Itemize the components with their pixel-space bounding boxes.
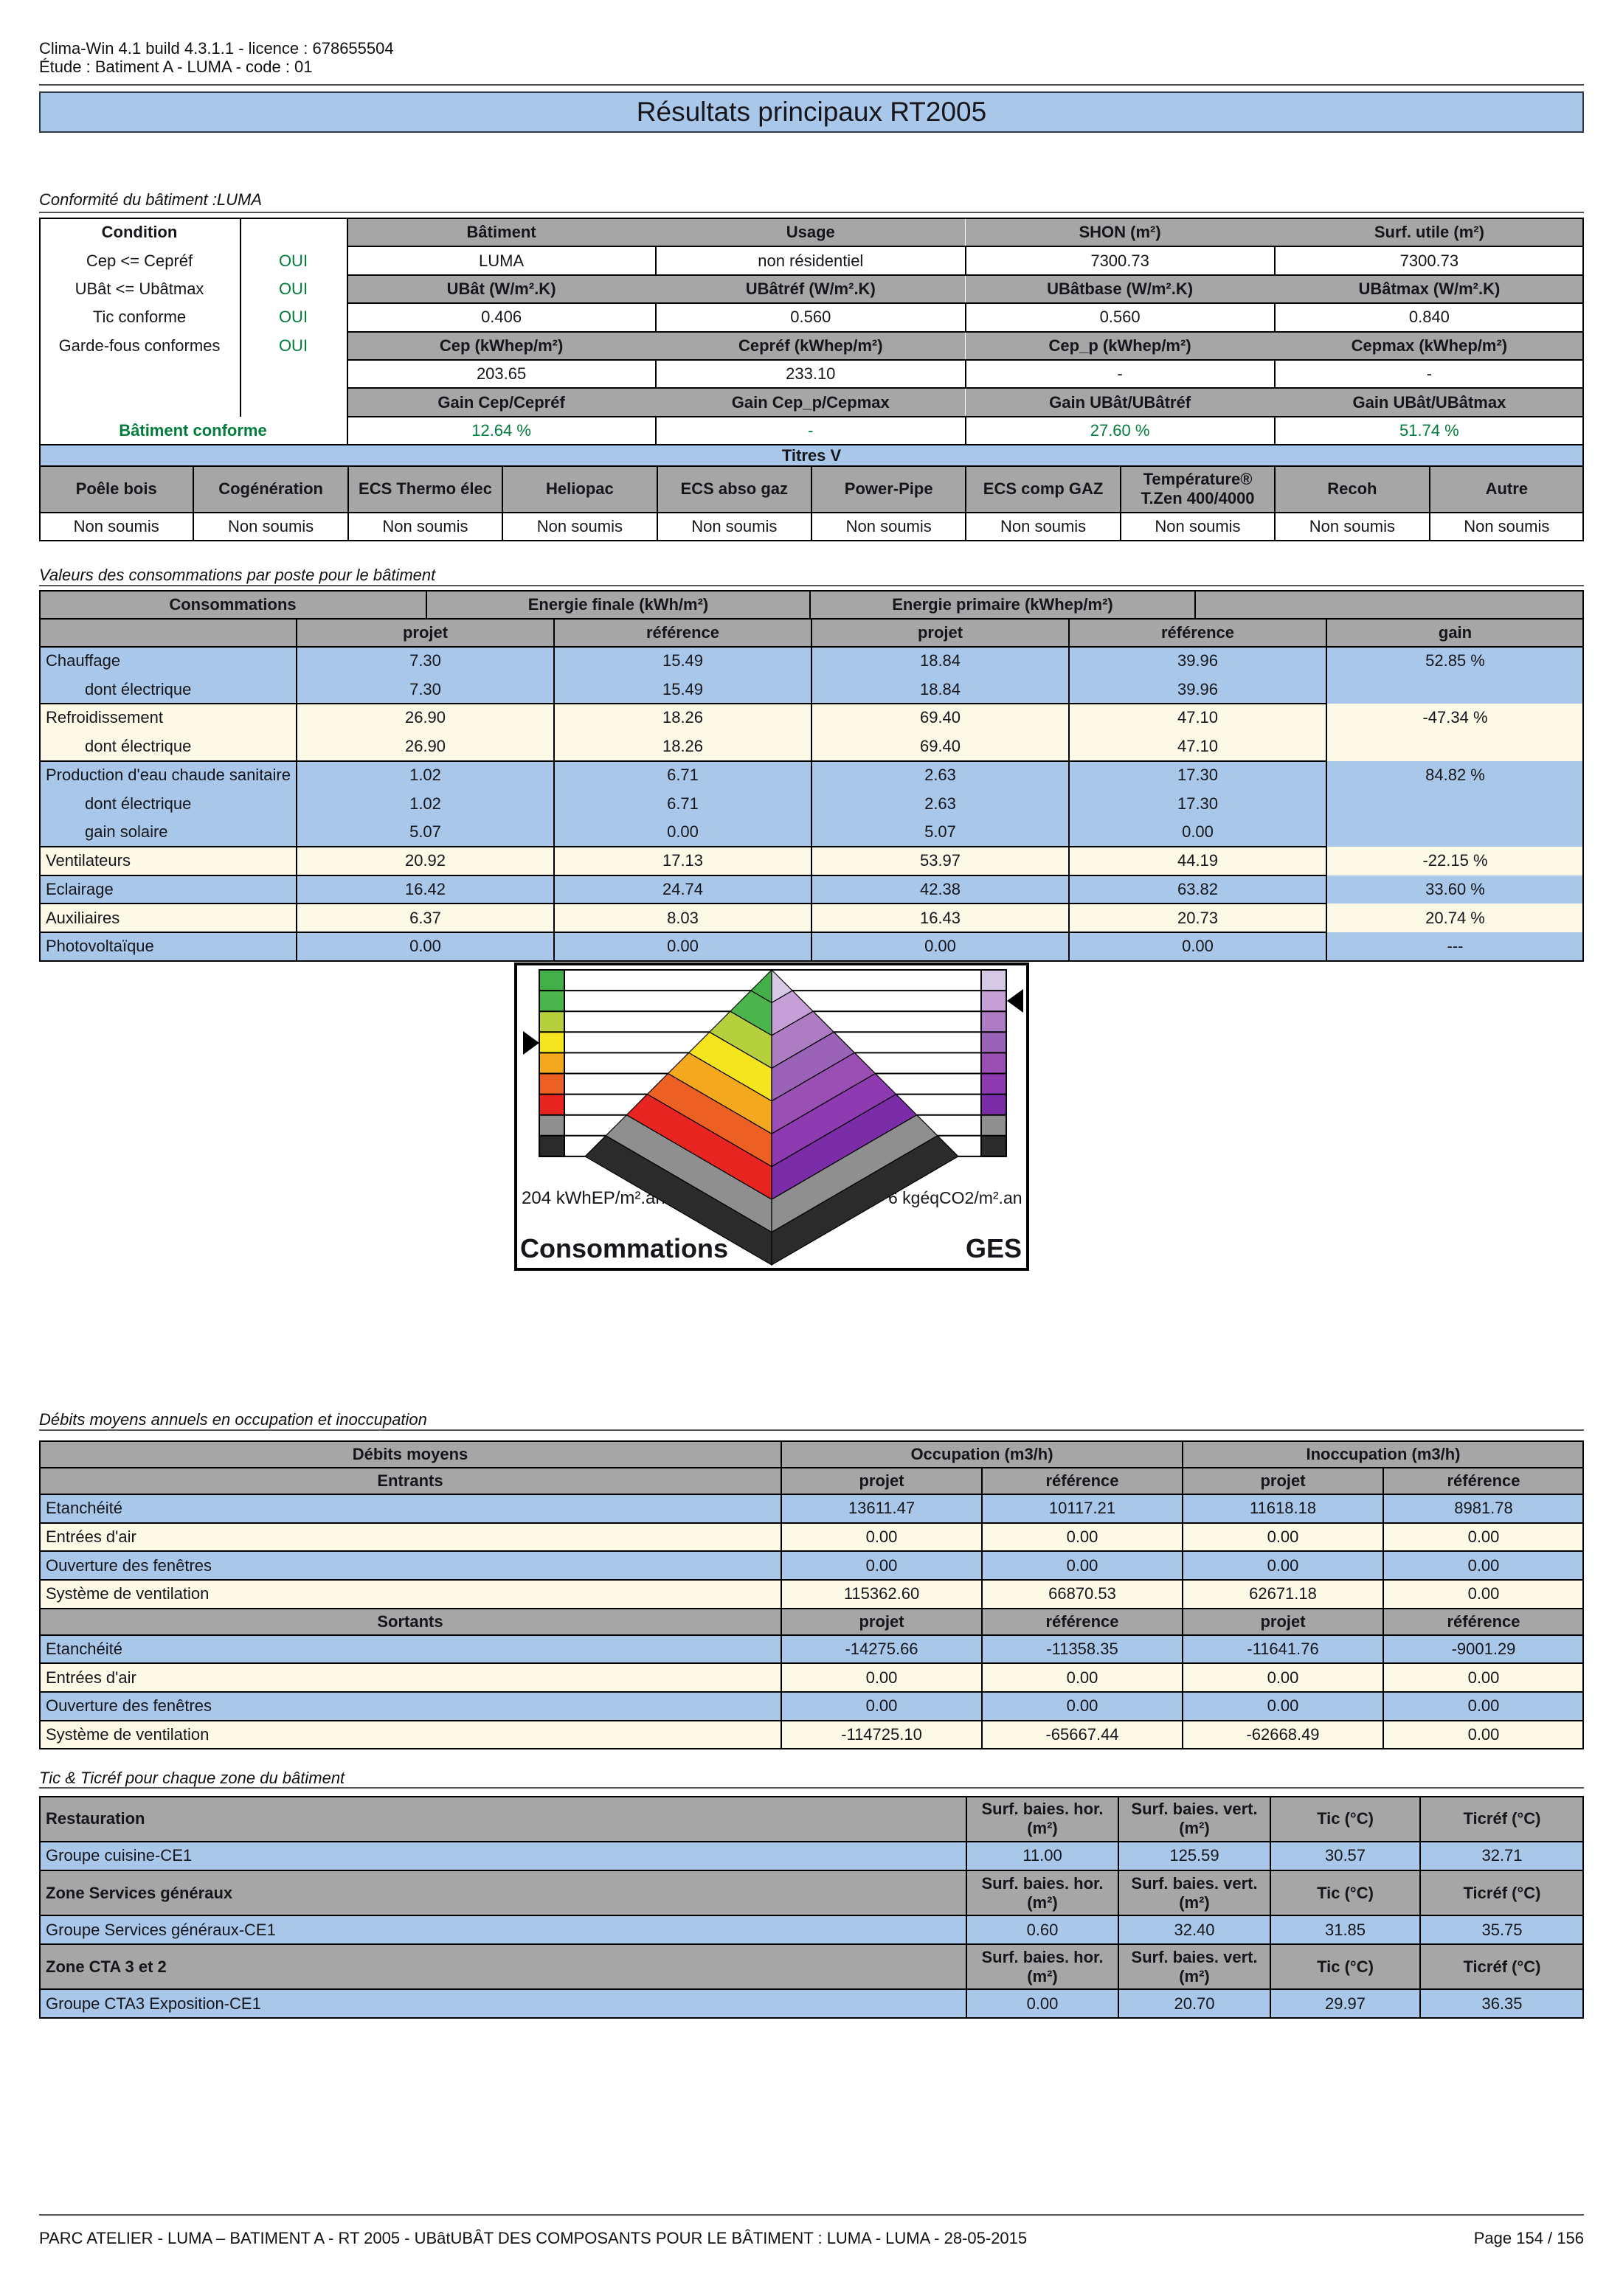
svg-text:6 kgéqCO2/m².an: 6 kgéqCO2/m².an — [888, 1188, 1022, 1207]
svg-text:204 kWhEP/m².an: 204 kWhEP/m².an — [522, 1188, 665, 1208]
svg-text:Consommations: Consommations — [520, 1233, 728, 1263]
svg-text:GES: GES — [966, 1233, 1022, 1263]
